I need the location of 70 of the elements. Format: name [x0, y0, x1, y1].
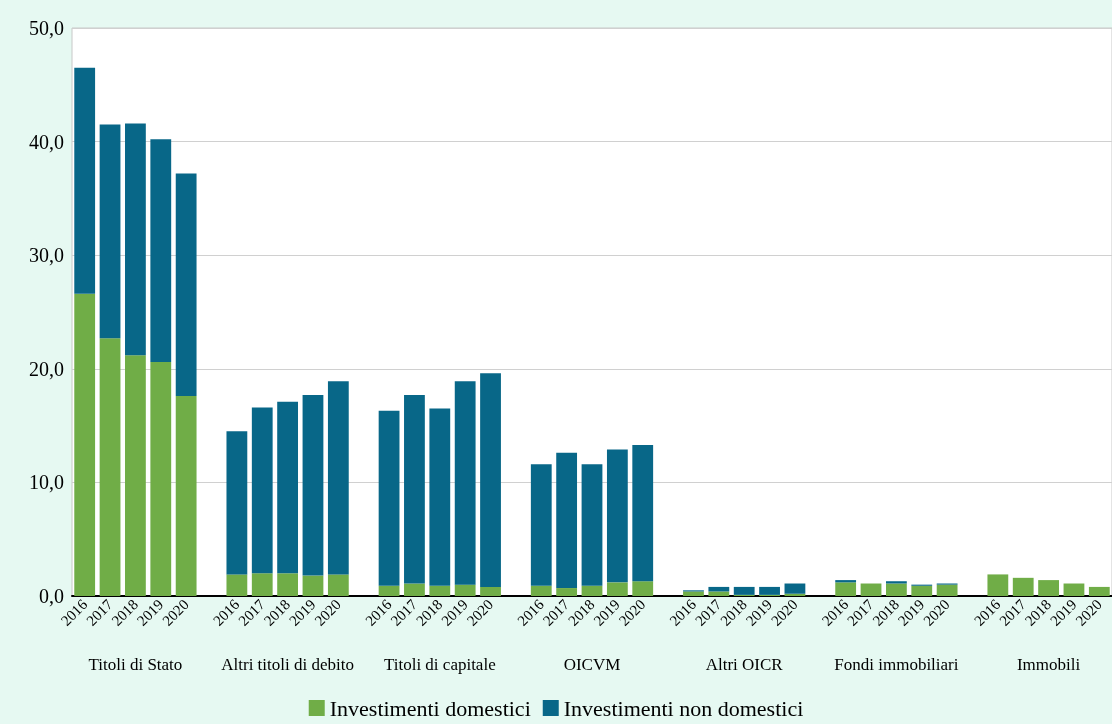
bar	[74, 67, 96, 294]
bar	[251, 573, 273, 596]
bar	[530, 585, 552, 596]
bar	[302, 394, 324, 576]
bar	[1038, 580, 1059, 596]
bar	[581, 464, 603, 586]
bar	[885, 583, 907, 596]
bar	[987, 574, 1009, 596]
y-tick-label: 20,0	[29, 357, 64, 380]
bar	[302, 575, 324, 596]
bar	[556, 588, 578, 596]
bar	[885, 581, 907, 584]
bar	[556, 452, 578, 589]
text: Altri titoli di debito	[221, 654, 354, 674]
bar	[429, 585, 451, 596]
bar	[632, 444, 654, 582]
bar	[175, 173, 197, 397]
bar	[226, 574, 248, 596]
bar	[150, 139, 172, 362]
y-tick-label: 40,0	[29, 130, 64, 153]
bar	[733, 586, 755, 595]
bar	[454, 584, 476, 596]
bar	[784, 583, 806, 594]
bar	[708, 591, 730, 596]
bar	[74, 293, 96, 596]
text: Altri OICR	[705, 654, 784, 674]
bar	[606, 582, 628, 596]
bar	[327, 574, 349, 596]
bar	[911, 585, 933, 596]
bar	[277, 401, 299, 574]
bar	[683, 591, 704, 596]
bar	[1012, 577, 1034, 596]
bar	[632, 581, 654, 596]
text: OICVM	[563, 654, 621, 674]
bar	[1088, 586, 1110, 596]
y-tick-label: 10,0	[29, 471, 64, 494]
bar	[835, 582, 857, 596]
bar	[150, 361, 172, 596]
bar	[530, 464, 552, 586]
bar	[125, 123, 146, 356]
text: Immobili	[1016, 654, 1081, 674]
text: Fondi immobiliari	[834, 654, 959, 674]
bar	[251, 407, 273, 574]
bar	[404, 394, 425, 584]
bar	[277, 573, 299, 596]
legend-label: Investimenti non domestici	[563, 695, 804, 721]
legend-label: Investimenti domestici	[329, 695, 531, 721]
bar	[226, 431, 248, 575]
bar	[936, 584, 958, 596]
text: Titoli di Stato	[88, 654, 183, 674]
bar	[125, 355, 146, 596]
bar	[327, 381, 349, 575]
bar	[99, 338, 121, 596]
bar	[480, 586, 501, 596]
text: Titoli di capitale	[383, 654, 496, 674]
bar	[378, 410, 400, 586]
bar	[378, 585, 400, 596]
bar	[429, 408, 451, 586]
bar	[759, 586, 780, 595]
y-tick-label: 30,0	[29, 244, 64, 267]
bar	[606, 449, 628, 583]
y-tick-label: 50,0	[29, 17, 64, 39]
bar	[454, 381, 476, 585]
bar	[860, 583, 882, 596]
bar	[404, 583, 425, 596]
bar	[99, 124, 121, 339]
bar	[1063, 583, 1085, 596]
bar	[175, 396, 197, 596]
bar	[581, 585, 603, 596]
bar	[480, 373, 501, 587]
